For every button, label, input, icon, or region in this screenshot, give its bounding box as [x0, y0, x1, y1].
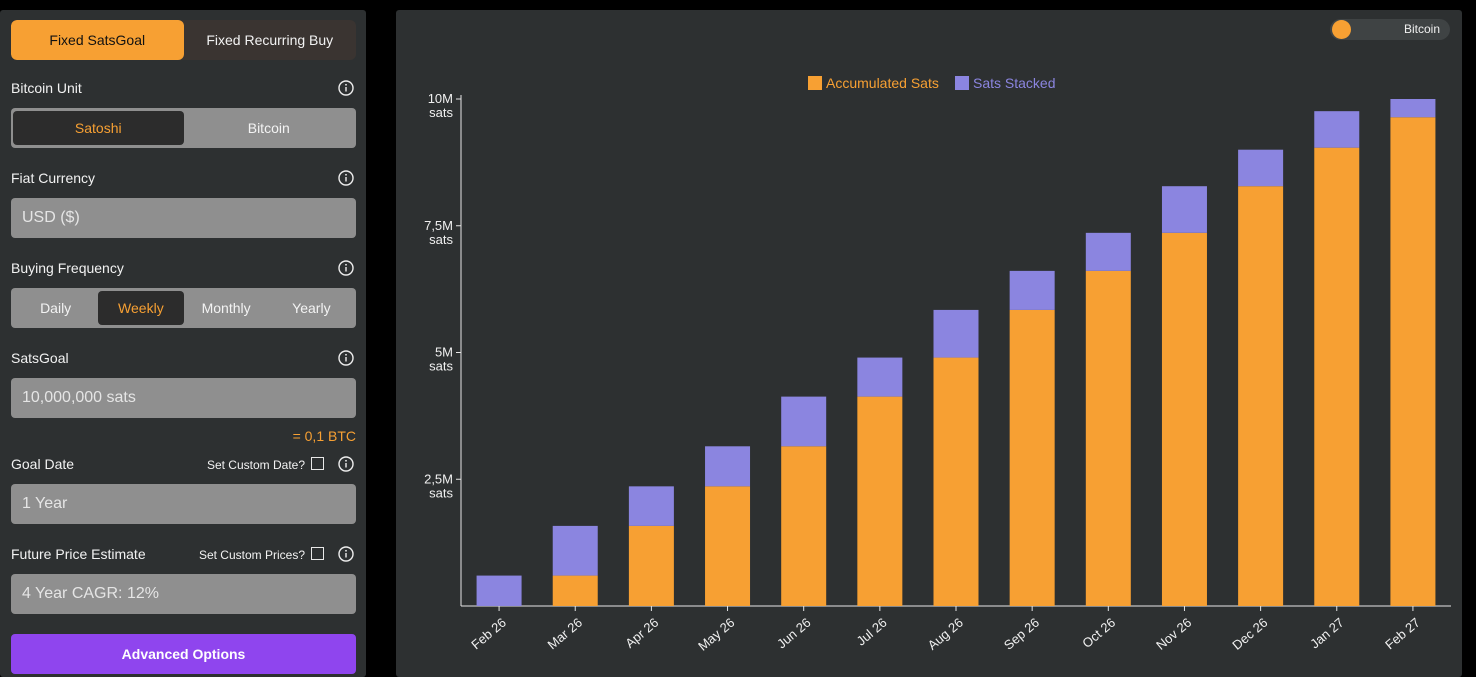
bar-accumulated-sats — [1390, 117, 1436, 606]
x-tick-label: Aug 26 — [925, 615, 966, 653]
bar-sats-stacked — [933, 309, 979, 358]
info-icon[interactable] — [338, 80, 354, 96]
fiat-currency-select[interactable]: USD ($) — [11, 198, 356, 238]
bar-sats-stacked — [628, 486, 674, 526]
future-price-label: Future Price Estimate — [11, 546, 146, 562]
bar-sats-stacked — [1009, 270, 1055, 310]
y-tick-unit: sats — [429, 105, 453, 120]
info-icon[interactable] — [338, 170, 354, 186]
legend-label-accumulated-sats: Accumulated Sats — [826, 75, 939, 91]
bar-sats-stacked — [857, 357, 903, 397]
unit-option-satoshi[interactable]: Satoshi — [13, 111, 184, 145]
advanced-options-button[interactable]: Advanced Options — [11, 634, 356, 674]
toggle-label: Bitcoin — [1403, 22, 1440, 36]
x-tick-label: Jul 26 — [854, 615, 890, 649]
goal-date-select[interactable]: 1 Year — [11, 484, 356, 524]
tab-fixed-recurring-buy[interactable]: Fixed Recurring Buy — [206, 32, 334, 48]
y-tick-label: 5M — [435, 345, 453, 360]
bitcoin-unit-toggle[interactable]: Bitcoin — [1330, 19, 1450, 40]
bar-accumulated-sats — [781, 446, 827, 606]
bar-sats-stacked — [1085, 232, 1131, 271]
bar-accumulated-sats — [628, 525, 674, 606]
bar-sats-stacked — [781, 396, 827, 447]
x-tick-label: Sep 26 — [1001, 615, 1042, 653]
custom-date-label: Set Custom Date? — [206, 458, 305, 472]
bar-accumulated-sats — [1161, 232, 1207, 606]
x-tick-label: Feb 26 — [468, 615, 509, 653]
bar-accumulated-sats — [1009, 309, 1055, 606]
satsgoal-label: SatsGoal — [11, 350, 69, 366]
bar-accumulated-sats — [857, 396, 903, 606]
x-tick-label: Jan 27 — [1307, 615, 1347, 652]
bar-accumulated-sats — [1085, 270, 1131, 606]
btc-equivalent: = 0,1 BTC — [292, 428, 356, 444]
bar-sats-stacked — [705, 446, 751, 487]
bitcoin-unit-label: Bitcoin Unit — [11, 80, 82, 96]
x-tick-label: May 26 — [695, 615, 737, 654]
y-tick-label: 2,5M — [424, 471, 453, 486]
frequency-option-daily[interactable]: Daily — [40, 300, 72, 316]
chart-panel: Bitcoin 2,5M sats 5M sats 7,5M sats 10M sats Feb… — [396, 10, 1462, 677]
satsgoal-input[interactable]: 10,000,000 sats — [11, 378, 356, 418]
custom-prices-checkbox[interactable] — [311, 547, 324, 560]
x-tick-label: Nov 26 — [1153, 615, 1194, 653]
x-tick-label: Apr 26 — [622, 615, 661, 651]
bar-sats-stacked — [552, 525, 598, 576]
buying-frequency-label: Buying Frequency — [11, 260, 124, 276]
goal-date-label: Goal Date — [11, 456, 75, 472]
x-tick-label: Dec 26 — [1229, 615, 1270, 653]
y-tick-unit: sats — [429, 359, 453, 374]
tab-fixed-satsgoal[interactable]: Fixed SatsGoal — [11, 20, 184, 60]
y-tick-unit: sats — [429, 232, 453, 247]
buying-frequency-selector: Daily Weekly Monthly Yearly — [11, 288, 356, 328]
bar-accumulated-sats — [933, 357, 979, 606]
y-tick-label: 10M — [428, 91, 453, 106]
y-tick-unit: sats — [429, 485, 453, 500]
x-tick-label: Mar 26 — [545, 615, 586, 653]
bar-sats-stacked — [476, 575, 522, 606]
future-price-select[interactable]: 4 Year CAGR: 12% — [11, 574, 356, 614]
legend-label-sats-stacked: Sats Stacked — [973, 75, 1056, 91]
legend-swatch-accumulated-sats — [808, 76, 822, 90]
frequency-option-weekly[interactable]: Weekly — [98, 291, 184, 325]
toggle-knob[interactable] — [1332, 20, 1351, 39]
y-tick-label: 7,5M — [424, 218, 453, 233]
info-icon[interactable] — [338, 456, 354, 472]
legend-swatch-sats-stacked — [955, 76, 969, 90]
bar-sats-stacked — [1390, 99, 1436, 118]
bar-sats-stacked — [1238, 149, 1284, 187]
info-icon[interactable] — [338, 546, 354, 562]
settings-panel: Fixed SatsGoal Fixed Recurring Buy Bitco… — [0, 10, 366, 677]
unit-option-bitcoin[interactable]: Bitcoin — [247, 120, 290, 136]
custom-prices-label: Set Custom Prices? — [198, 548, 305, 562]
bitcoin-unit-selector: Satoshi Bitcoin — [11, 108, 356, 148]
bar-accumulated-sats — [1238, 186, 1284, 607]
bar-accumulated-sats — [552, 575, 598, 606]
custom-date-checkbox[interactable] — [311, 457, 324, 470]
bar-accumulated-sats — [705, 486, 751, 606]
frequency-option-monthly[interactable]: Monthly — [201, 300, 251, 316]
info-icon[interactable] — [338, 260, 354, 276]
bar-accumulated-sats — [1314, 147, 1360, 606]
x-tick-label: Oct 26 — [1079, 615, 1118, 651]
x-tick-label: Feb 27 — [1382, 615, 1423, 653]
fiat-currency-label: Fiat Currency — [11, 170, 96, 186]
bar-sats-stacked — [1314, 111, 1360, 148]
bar-sats-stacked — [1161, 186, 1207, 233]
x-tick-label: Jun 26 — [774, 615, 814, 652]
frequency-option-yearly[interactable]: Yearly — [292, 300, 331, 316]
info-icon[interactable] — [338, 350, 354, 366]
mode-toggle: Fixed SatsGoal Fixed Recurring Buy — [11, 20, 356, 60]
